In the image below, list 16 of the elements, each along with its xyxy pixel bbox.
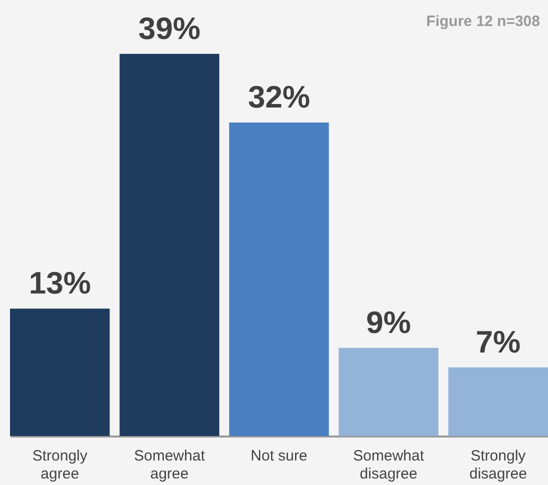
bar: [229, 122, 329, 436]
caption: Figure 12 n=308: [426, 13, 540, 30]
x-tick-label: Somewhat disagree: [353, 448, 425, 482]
bar: [120, 54, 220, 436]
x-tick-label: Strongly agree: [32, 448, 88, 482]
bar: [448, 367, 548, 436]
bar: [10, 308, 110, 436]
data-label: 32%: [248, 79, 310, 114]
x-tick-label: Strongly disagree: [469, 448, 527, 482]
bar: [338, 348, 438, 436]
data-label: 13%: [28, 266, 91, 301]
data-label: 9%: [366, 304, 411, 340]
data-label: 7%: [476, 324, 521, 360]
data-label: 39%: [138, 10, 200, 46]
x-tick-label: Somewhat agree: [134, 448, 206, 482]
x-tick-label: Not sure: [250, 448, 308, 464]
